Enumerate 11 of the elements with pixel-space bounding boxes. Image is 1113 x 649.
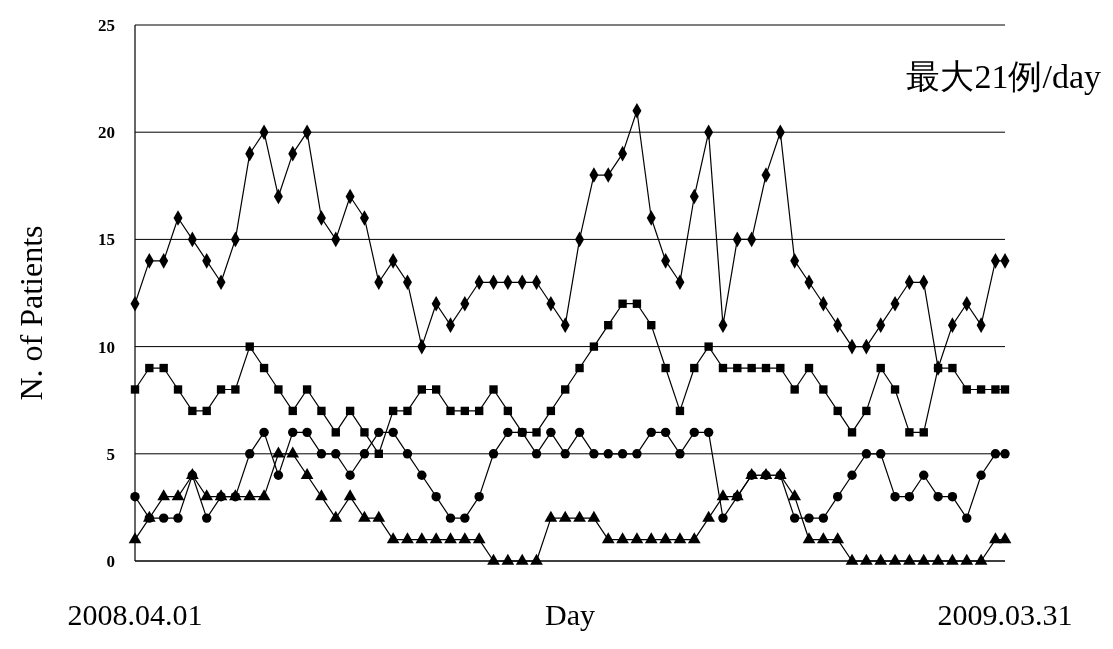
x-axis-title: Day (545, 598, 595, 631)
annotation: 最大21例/day (906, 58, 1101, 95)
y-tick-label: 5 (106, 444, 115, 464)
y-tick-label: 20 (98, 123, 115, 143)
x-tick-label: 2009.03.31 (937, 598, 1073, 631)
y-tick-label: 10 (98, 337, 115, 357)
y-tick-label: 25 (98, 15, 115, 35)
y-axis-title: N. of Patients (13, 225, 49, 401)
x-tick-label: 2008.04.01 (67, 598, 203, 631)
y-tick-label: 0 (106, 551, 115, 571)
y-tick-label: 15 (98, 230, 115, 250)
